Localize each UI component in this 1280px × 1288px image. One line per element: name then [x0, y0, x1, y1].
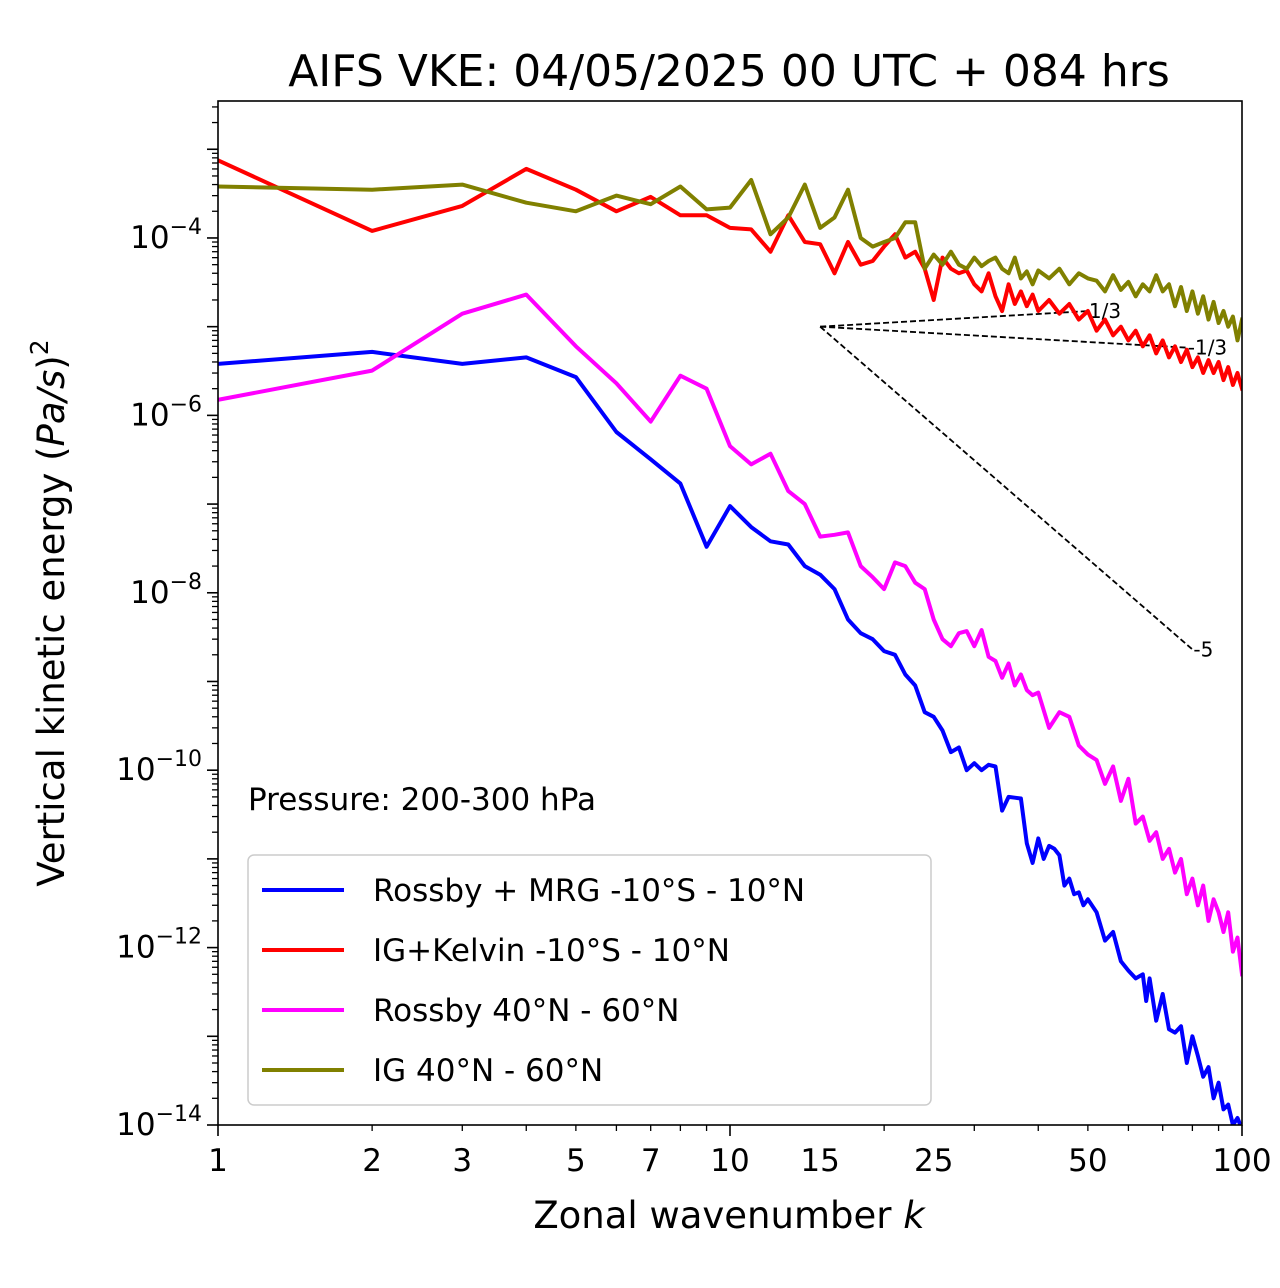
y-tick-label: 10−8 [130, 570, 202, 611]
y-tick-label: 10−12 [116, 925, 202, 966]
y-axis-label-exponent: 2 [25, 339, 54, 355]
y-tick-exponent: −10 [156, 747, 202, 772]
y-tick-exponent: −14 [156, 1102, 202, 1127]
x-tick-label: 10 [710, 1143, 749, 1179]
x-tick-label: 25 [914, 1143, 953, 1179]
y-axis-label: Vertical kinetic energy (Pa/s)2 [25, 339, 73, 886]
series-lines [218, 158, 1242, 1125]
series-line-4 [218, 178, 1242, 343]
chart-title: AIFS VKE: 04/05/2025 00 UTC + 084 hrs [288, 46, 1170, 97]
x-axis-label-symbol: k [903, 1194, 926, 1237]
y-tick-base: 10 [130, 575, 169, 611]
reference-line [820, 325, 1187, 349]
x-axis: 1 2 3 5 7 10 15 25 50 100 [208, 1125, 1272, 1179]
legend-label: Rossby + MRG -10°S - 10°N [373, 873, 805, 909]
y-axis-label-paren: ) [30, 355, 73, 369]
x-tick-label: 7 [641, 1143, 661, 1179]
y-axis-label-units: Pa/s [30, 370, 73, 447]
reference-line-label: -1/3 [1188, 336, 1227, 360]
y-tick-exponent: −4 [170, 215, 202, 240]
x-tick-label: 2 [362, 1143, 382, 1179]
x-axis-label: Zonal wavenumber k [533, 1194, 926, 1237]
y-tick-base: 10 [130, 220, 169, 256]
reference-line-label: -5 [1193, 637, 1213, 661]
series-line-2 [218, 158, 1242, 392]
y-tick-exponent: −12 [156, 925, 202, 950]
y-axis-label-text: Vertical kinetic energy ( [30, 446, 73, 886]
legend-label: IG+Kelvin -10°S - 10°N [373, 933, 730, 969]
x-tick-label: 15 [800, 1143, 839, 1179]
pressure-annotation: Pressure: 200-300 hPa [248, 782, 596, 818]
y-tick-base: 10 [130, 397, 169, 433]
series-line-3 [218, 292, 1242, 977]
y-tick-label: 10−4 [130, 215, 202, 256]
y-tick-label: 10−14 [116, 1102, 202, 1143]
y-tick-label: 10−6 [130, 392, 202, 433]
reference-line [819, 325, 1193, 651]
x-tick-label: 5 [566, 1143, 586, 1179]
reference-slope-lines: 1/3-1/3-5 [819, 299, 1227, 661]
y-tick-label: 10−10 [116, 747, 202, 788]
legend-box [247, 854, 932, 1106]
y-tick-exponent: −6 [170, 392, 202, 417]
x-axis-label-text: Zonal wavenumber [533, 1194, 903, 1237]
y-tick-base: 10 [116, 752, 155, 788]
y-tick-exponent: −8 [170, 570, 202, 595]
legend-label: IG 40°N - 60°N [373, 1053, 603, 1089]
x-tick-label: 50 [1068, 1143, 1107, 1179]
legend: Rossby + MRG -10°S - 10°N IG+Kelvin -10°S… [247, 854, 932, 1106]
x-tick-label: 1 [208, 1143, 228, 1179]
reference-line [820, 310, 1088, 328]
x-tick-label: 100 [1212, 1143, 1271, 1179]
y-tick-base: 10 [116, 930, 155, 966]
y-tick-base: 10 [116, 1107, 155, 1143]
legend-label: Rossby 40°N - 60°N [373, 993, 679, 1029]
x-tick-label: 3 [452, 1143, 472, 1179]
series-line-1 [218, 349, 1242, 1125]
